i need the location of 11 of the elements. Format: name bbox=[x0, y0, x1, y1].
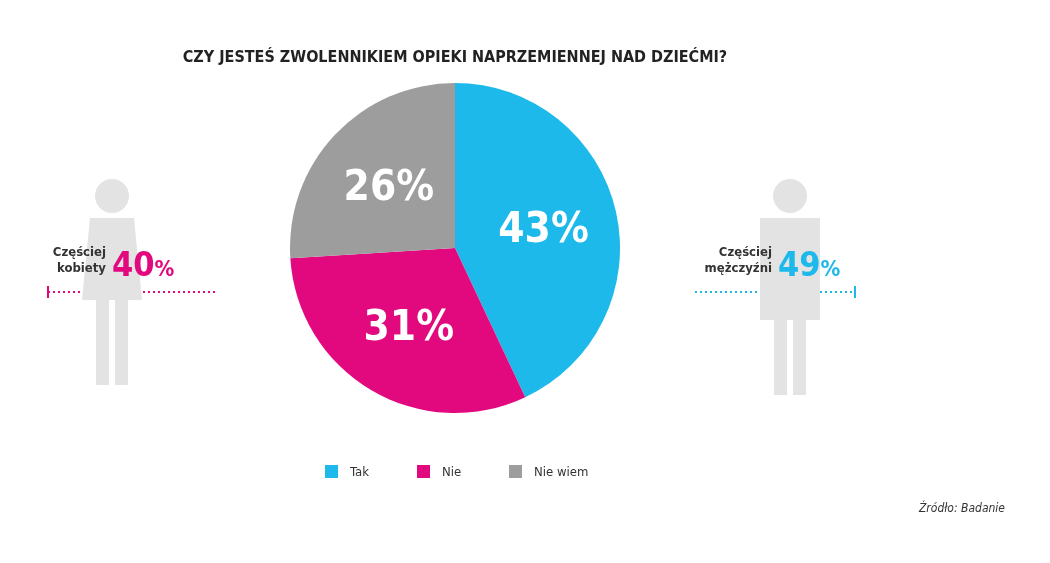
legend-label: Nie wiem bbox=[534, 464, 589, 479]
data-label: 43% bbox=[498, 203, 589, 253]
data-label: 26% bbox=[343, 160, 435, 210]
pie-slice bbox=[290, 83, 455, 259]
data-label: 31% bbox=[363, 301, 455, 351]
legend-label: Nie bbox=[442, 464, 462, 479]
legend-label: Tak bbox=[349, 464, 370, 479]
pie-slice bbox=[455, 83, 620, 398]
text: Źródło: Badanie bbox=[917, 500, 1006, 515]
pie-slice bbox=[290, 248, 526, 413]
chart-title: CZY JESTEŚ ZWOLENNIKIEM OPIEKI NAPRZEMIENNEJ NAD DZIEĆMI? bbox=[182, 47, 728, 66]
